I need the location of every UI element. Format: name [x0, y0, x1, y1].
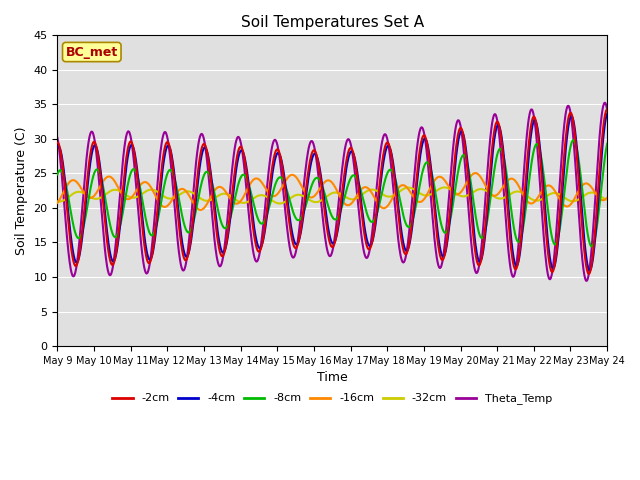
Text: BC_met: BC_met [66, 46, 118, 59]
Title: Soil Temperatures Set A: Soil Temperatures Set A [241, 15, 424, 30]
Legend: -2cm, -4cm, -8cm, -16cm, -32cm, Theta_Temp: -2cm, -4cm, -8cm, -16cm, -32cm, Theta_Te… [108, 389, 556, 409]
X-axis label: Time: Time [317, 372, 348, 384]
Y-axis label: Soil Temperature (C): Soil Temperature (C) [15, 126, 28, 255]
